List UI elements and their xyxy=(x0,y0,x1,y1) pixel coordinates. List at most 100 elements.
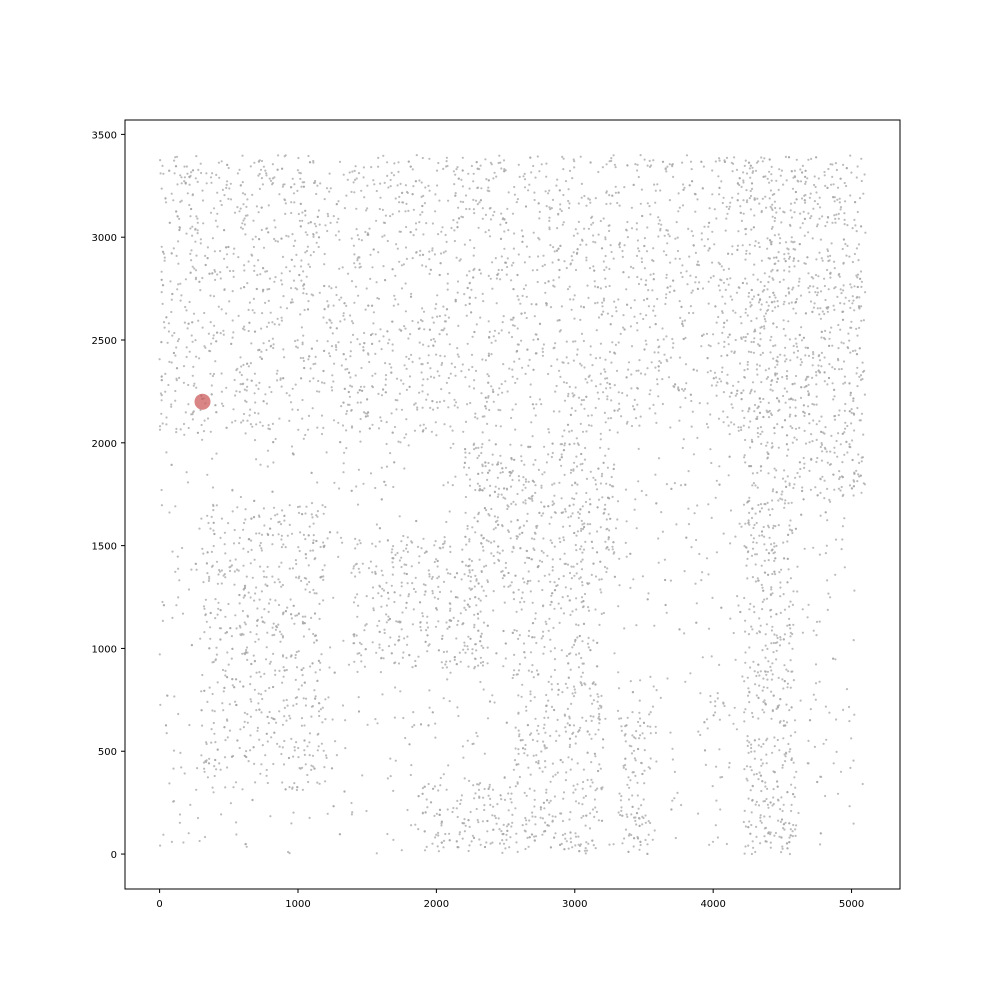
scatter-point xyxy=(520,339,523,342)
scatter-point xyxy=(171,616,174,620)
scatter-point xyxy=(319,708,322,711)
scatter-point xyxy=(748,243,751,246)
scatter-point xyxy=(783,269,786,272)
scatter-point xyxy=(815,634,818,637)
scatter-point xyxy=(272,346,275,350)
scatter-point xyxy=(675,523,678,526)
scatter-point xyxy=(548,801,551,804)
scatter-point xyxy=(468,825,471,829)
scatter-point xyxy=(618,402,621,405)
scatter-point xyxy=(766,177,769,180)
scatter-point xyxy=(845,688,849,691)
scatter-point xyxy=(722,268,725,271)
scatter-point xyxy=(243,328,246,331)
scatter-point xyxy=(612,843,615,846)
scatter-point xyxy=(315,231,318,234)
scatter-point xyxy=(862,192,865,195)
scatter-point xyxy=(255,384,258,387)
scatter-point xyxy=(614,185,617,188)
scatter-point xyxy=(493,814,496,818)
scatter-point xyxy=(187,426,190,430)
scatter-point xyxy=(425,798,428,801)
scatter-point xyxy=(195,355,198,358)
scatter-point xyxy=(789,425,792,428)
scatter-point xyxy=(400,379,403,382)
scatter-point xyxy=(242,564,245,567)
scatter-point xyxy=(828,331,832,334)
scatter-point xyxy=(573,688,576,691)
scatter-point xyxy=(531,601,534,604)
scatter-point xyxy=(436,370,439,373)
scatter-point xyxy=(265,270,269,273)
scatter-point xyxy=(834,162,838,165)
scatter-point xyxy=(773,300,776,303)
scatter-point xyxy=(792,823,795,827)
scatter-point xyxy=(419,249,422,252)
scatter-point xyxy=(504,566,507,569)
scatter-point xyxy=(770,586,773,589)
scatter-point xyxy=(842,382,845,385)
scatter-point xyxy=(792,286,795,289)
scatter-point xyxy=(267,602,271,605)
scatter-point xyxy=(625,422,629,425)
scatter-point xyxy=(505,838,508,842)
scatter-point xyxy=(799,226,802,229)
scatter-point xyxy=(812,629,815,632)
scatter-point xyxy=(762,742,765,746)
scatter-point xyxy=(348,171,351,174)
scatter-point xyxy=(498,154,501,157)
scatter-point xyxy=(555,739,558,743)
scatter-point xyxy=(596,693,599,696)
scatter-point xyxy=(421,156,424,160)
scatter-point xyxy=(231,421,234,424)
scatter-point xyxy=(831,344,834,347)
scatter-point xyxy=(708,843,711,846)
scatter-point xyxy=(794,834,797,838)
scatter-point xyxy=(809,192,812,195)
scatter-point xyxy=(837,212,840,215)
scatter-point xyxy=(464,194,468,197)
scatter-point xyxy=(569,841,573,844)
scatter-point xyxy=(214,360,217,363)
scatter-point xyxy=(349,376,352,379)
scatter-point xyxy=(259,273,262,276)
scatter-point xyxy=(409,773,412,777)
scatter-point xyxy=(815,371,818,374)
scatter-point xyxy=(574,800,578,803)
scatter-point xyxy=(792,679,796,682)
scatter-point xyxy=(189,227,192,230)
scatter-point xyxy=(745,227,748,230)
scatter-point xyxy=(565,381,568,385)
scatter-point xyxy=(683,186,686,189)
scatter-point xyxy=(167,383,170,387)
scatter-point xyxy=(513,232,516,235)
scatter-point xyxy=(551,819,554,822)
scatter-point xyxy=(405,257,408,260)
scatter-point xyxy=(324,718,327,721)
scatter-point xyxy=(815,438,818,441)
scatter-point xyxy=(296,169,299,172)
scatter-point xyxy=(257,692,260,695)
scatter-point xyxy=(322,541,325,544)
scatter-point xyxy=(525,709,528,712)
scatter-point xyxy=(506,507,509,511)
scatter-point xyxy=(406,808,409,812)
scatter-point xyxy=(263,621,266,624)
scatter-point xyxy=(750,187,754,190)
scatter-point xyxy=(752,295,756,298)
scatter-point xyxy=(571,177,574,180)
scatter-point xyxy=(777,799,780,802)
scatter-point xyxy=(781,477,785,480)
scatter-point xyxy=(583,522,586,525)
scatter-point xyxy=(697,264,701,267)
scatter-point xyxy=(239,287,242,290)
scatter-point xyxy=(505,825,509,828)
scatter-point xyxy=(604,377,607,380)
scatter-point xyxy=(573,294,576,297)
scatter-point xyxy=(432,337,435,341)
scatter-point xyxy=(194,177,197,180)
scatter-point xyxy=(773,432,776,435)
scatter-point xyxy=(765,673,768,676)
scatter-point xyxy=(188,176,191,179)
scatter-point xyxy=(477,597,480,600)
